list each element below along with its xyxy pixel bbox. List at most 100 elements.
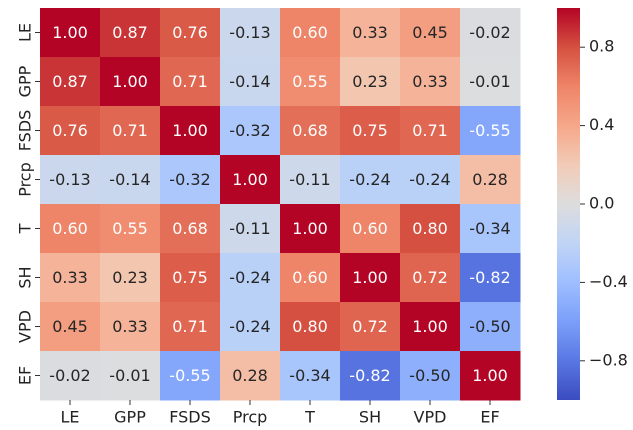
heatmap-cell	[100, 351, 161, 401]
cell-label: 0.76	[52, 121, 88, 140]
x-tick-label: VPD	[414, 408, 447, 427]
heatmap-cell	[220, 253, 281, 303]
heatmap-cell	[460, 155, 521, 205]
cell-label: -0.34	[469, 219, 510, 238]
heatmap-cell	[100, 253, 161, 303]
cell-label: 1.00	[412, 317, 448, 336]
cell-label: 1.00	[232, 170, 268, 189]
y-tick-label: T	[16, 223, 35, 234]
heatmap-cell	[40, 351, 101, 401]
heatmap-cell	[160, 155, 221, 205]
heatmap-cell	[160, 204, 221, 254]
heatmap-cell	[40, 8, 101, 58]
heatmap-cell	[40, 302, 101, 352]
heatmap-cell	[400, 253, 461, 303]
cell-label: 0.68	[292, 121, 328, 140]
cell-label: -0.14	[109, 170, 150, 189]
heatmap-cell	[40, 57, 101, 107]
cell-label: -0.82	[349, 366, 390, 385]
heatmap-cell	[340, 106, 401, 156]
cell-label: 0.45	[412, 23, 448, 42]
cell-label: 0.76	[172, 23, 208, 42]
heatmap-cell	[400, 204, 461, 254]
cell-label: 1.00	[352, 268, 388, 287]
heatmap-cell	[400, 351, 461, 401]
heatmap-cell	[280, 351, 341, 401]
cell-label: 0.33	[412, 72, 448, 91]
cell-label: -0.11	[289, 170, 330, 189]
colorbar-tick-label: 0.8	[589, 37, 614, 56]
cell-label: 0.28	[472, 170, 508, 189]
heatmap-cell	[160, 8, 221, 58]
cell-label: -0.13	[49, 170, 90, 189]
cell-label: 0.72	[412, 268, 448, 287]
cell-label: -0.32	[229, 121, 270, 140]
cell-label: 1.00	[112, 72, 148, 91]
heatmap-cell	[400, 155, 461, 205]
heatmap-cell	[100, 302, 161, 352]
cell-label: 0.60	[52, 219, 88, 238]
y-tick-label: VPD	[16, 310, 35, 343]
heatmap-cell	[280, 57, 341, 107]
heatmap-cell	[340, 204, 401, 254]
cell-label: -0.55	[169, 366, 210, 385]
heatmap-cell	[400, 57, 461, 107]
cell-label: -0.24	[349, 170, 390, 189]
heatmap-cell	[220, 204, 281, 254]
y-tick-label: Prcp	[16, 162, 35, 197]
colorbar-tick-label: 0.0	[589, 194, 614, 213]
x-tick-label: SH	[359, 408, 381, 427]
cell-label: -0.34	[289, 366, 330, 385]
heatmap-cell	[340, 253, 401, 303]
heatmap-cell	[340, 302, 401, 352]
heatmap-cell	[340, 8, 401, 58]
cell-label: -0.13	[229, 23, 270, 42]
cell-label: -0.82	[469, 268, 510, 287]
heatmap-cell	[460, 57, 521, 107]
heatmap-cell	[220, 57, 281, 107]
heatmap-cell	[280, 204, 341, 254]
heatmap-cell	[220, 155, 281, 205]
heatmap-cell	[160, 253, 221, 303]
heatmap-cell	[220, 8, 281, 58]
heatmap-cell	[460, 351, 521, 401]
heatmap-cell	[160, 106, 221, 156]
heatmap-cell	[100, 155, 161, 205]
cell-label: 0.75	[172, 268, 208, 287]
cell-label: -0.24	[409, 170, 450, 189]
heatmap-cell	[460, 106, 521, 156]
cell-label: -0.14	[229, 72, 270, 91]
cell-label: -0.55	[469, 121, 510, 140]
cell-label: -0.50	[469, 317, 510, 336]
cell-label: -0.02	[49, 366, 90, 385]
colorbar-tick-label: −0.4	[589, 272, 628, 291]
cell-label: -0.24	[229, 317, 270, 336]
heatmap-cell	[100, 106, 161, 156]
cell-label: -0.01	[469, 72, 510, 91]
cell-label: 0.45	[52, 317, 88, 336]
x-tick-label: FSDS	[169, 408, 211, 427]
cell-label: -0.02	[469, 23, 510, 42]
heatmap-cell	[100, 57, 161, 107]
x-tick-label: LE	[60, 408, 79, 427]
heatmap-cell	[40, 204, 101, 254]
cell-label: 0.60	[292, 23, 328, 42]
cell-label: -0.11	[229, 219, 270, 238]
cell-label: 0.71	[112, 121, 148, 140]
heatmap-cell	[280, 302, 341, 352]
cell-label: 0.68	[172, 219, 208, 238]
cell-label: 0.55	[112, 219, 148, 238]
cell-label: 0.71	[172, 72, 208, 91]
heatmap-cell	[160, 351, 221, 401]
heatmap-cell	[400, 106, 461, 156]
colorbar-tick-label: −0.8	[589, 350, 628, 369]
cell-label: 0.60	[352, 219, 388, 238]
heatmap-cell	[400, 8, 461, 58]
cell-label: 0.55	[292, 72, 328, 91]
cell-label: 0.71	[172, 317, 208, 336]
heatmap-cell	[220, 302, 281, 352]
heatmap-cell	[280, 106, 341, 156]
cell-label: 1.00	[172, 121, 208, 140]
heatmap-cell	[220, 351, 281, 401]
